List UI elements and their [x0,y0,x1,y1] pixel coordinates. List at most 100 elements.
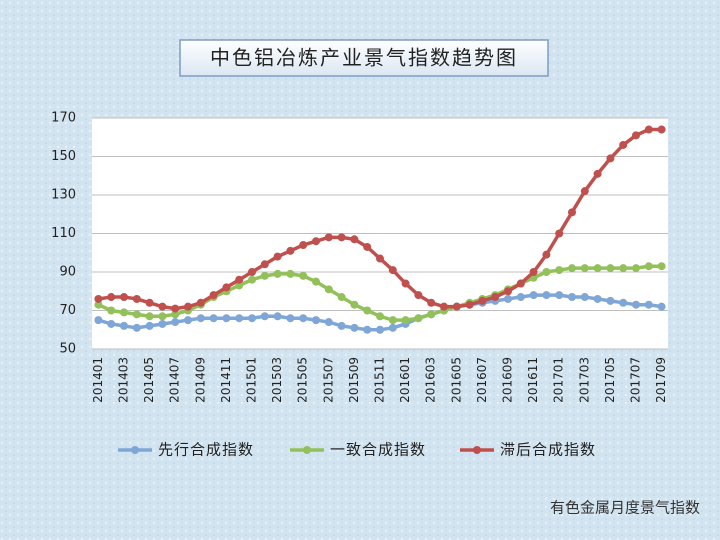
point [568,208,576,217]
point [580,264,589,273]
point [324,233,333,242]
point [555,229,564,238]
y-tick-label: 170 [51,111,76,126]
point [619,264,628,273]
point [555,291,564,300]
point [184,316,192,325]
point [465,300,474,309]
point [145,298,154,307]
x-tick-label: 201603 [424,357,438,403]
point [171,310,180,319]
point [286,269,295,278]
x-tick-label: 201505 [296,357,310,403]
point [568,293,576,302]
point [145,312,154,321]
point [222,283,231,292]
point [235,281,244,290]
point [350,323,359,332]
x-tick-label: 201511 [373,357,387,403]
point [222,314,231,323]
point [491,293,500,302]
y-tick-label: 150 [51,149,76,164]
point [580,187,589,196]
point [632,131,640,140]
point [350,235,359,244]
legend-marker [303,446,311,454]
x-tick-label: 201707 [629,357,643,403]
point [657,262,666,271]
point [478,296,487,305]
point [414,314,423,323]
point [273,312,282,321]
point [171,304,180,313]
point [350,300,359,309]
point [312,316,320,325]
point [542,291,551,300]
point [516,293,525,302]
point [299,314,308,323]
point [414,291,423,300]
legend-marker [131,446,139,454]
point [94,300,103,309]
point [324,285,333,294]
point [158,312,167,321]
watermark: 有色金属月度景气指数 [550,499,700,517]
x-tick-label: 201601 [398,357,412,403]
point [401,279,410,288]
point [209,291,218,300]
point [363,242,372,251]
point [632,300,640,309]
point [593,169,602,178]
point [209,314,218,323]
y-tick-label: 130 [51,188,76,203]
point [132,294,141,303]
point [260,260,269,269]
x-tick-label: 201509 [347,357,361,403]
y-tick-label: 110 [51,226,76,241]
point [427,310,436,319]
point [376,312,384,321]
point [158,302,167,311]
point [286,246,295,255]
x-tick-label: 201503 [270,357,284,403]
point [273,269,282,278]
point [196,298,205,307]
point [337,233,346,242]
point [120,308,128,317]
point [427,298,436,307]
x-tick-label: 201703 [577,357,591,403]
x-tick-label: 201407 [168,357,182,403]
point [132,310,141,319]
point [312,277,320,286]
x-tick-label: 201605 [449,357,463,403]
point [107,306,116,315]
x-tick-label: 201401 [91,357,105,403]
legend-label: 先行合成指数 [158,441,254,459]
point [184,302,192,311]
x-tick-label: 201411 [219,357,233,403]
point [619,298,628,307]
point [248,268,256,276]
y-tick-label: 70 [59,303,76,318]
point [337,321,346,330]
point [248,314,256,323]
point [363,325,372,334]
point [606,154,615,163]
point [324,318,333,327]
x-tick-label: 201405 [142,357,156,403]
legend-marker [473,446,481,454]
point [644,262,653,271]
point [273,252,282,261]
x-tick-label: 201409 [193,357,207,403]
point [529,291,538,300]
y-tick-label: 50 [59,342,76,357]
point [542,250,551,259]
point [632,264,640,273]
x-tick-label: 201609 [501,357,515,403]
x-tick-label: 201701 [552,357,566,403]
legend-label: 一致合成指数 [330,441,426,459]
chart-title: 中色铝冶炼产业景气指数趋势图 [210,46,518,70]
point [580,293,589,302]
point [158,319,167,328]
